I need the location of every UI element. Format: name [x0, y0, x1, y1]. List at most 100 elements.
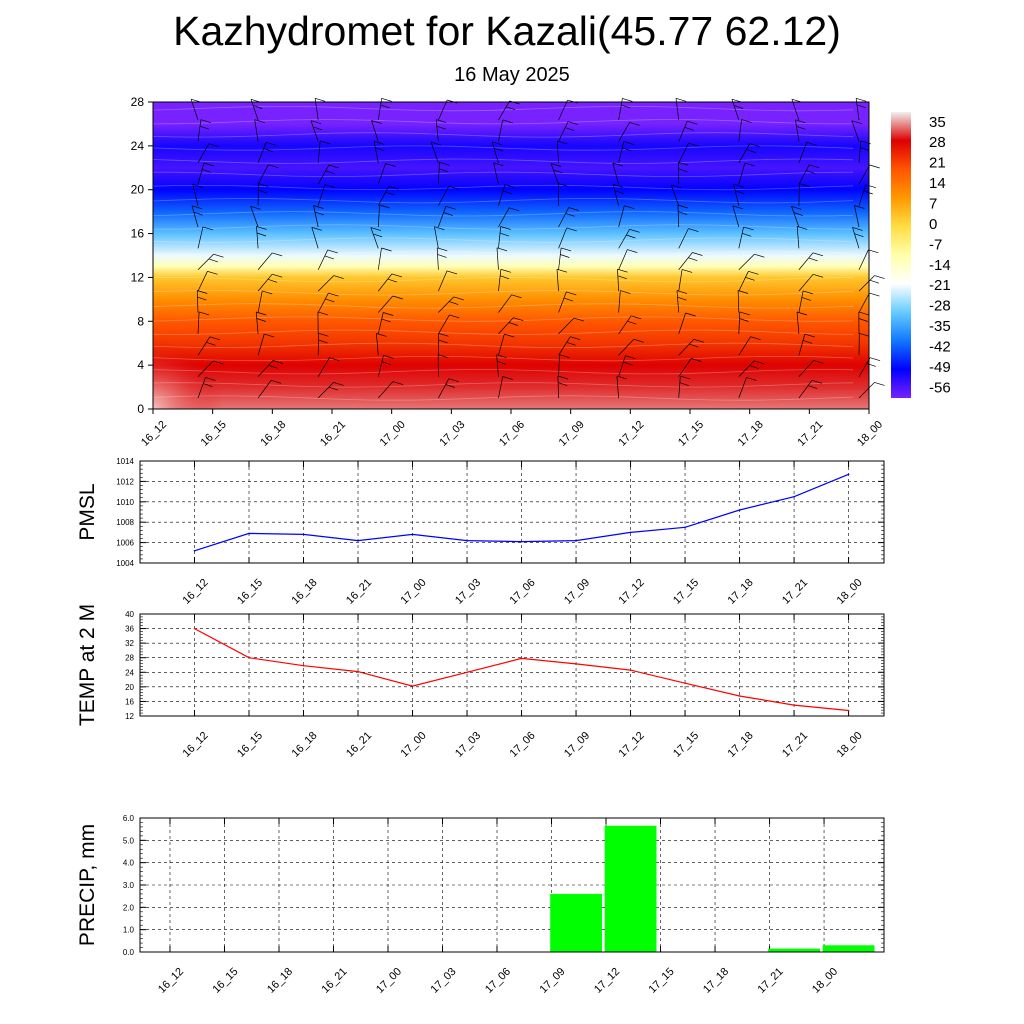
temp-panel: 12 16 20 24 28 32 36 40 16_12 16_15 16_18 16_21 17_0…	[76, 604, 885, 760]
wind-barb-flag	[854, 205, 865, 209]
wind-barb	[738, 253, 765, 271]
wind-barb-flag	[502, 376, 513, 380]
wind-barb	[376, 333, 387, 356]
wind-barb-flag	[252, 105, 263, 109]
data-point	[357, 670, 359, 673]
y-tick-label: 8	[137, 314, 144, 328]
wind-barb-staff	[378, 381, 394, 399]
wind-barb-flag	[385, 163, 396, 167]
wind-barb	[498, 376, 513, 399]
wind-barb	[732, 205, 743, 228]
cross-section-field	[153, 102, 869, 409]
wind-barb	[197, 336, 221, 356]
wind-barb	[377, 163, 396, 185]
wind-barb-flag	[310, 120, 322, 125]
wind-barb-flag	[256, 232, 267, 237]
x-tick-label: 18_00	[855, 419, 885, 449]
wind-barb-staff	[377, 355, 384, 377]
x-tick-label: 16_21	[344, 730, 374, 760]
wind-barb-staff	[858, 140, 862, 163]
wind-barb	[798, 183, 810, 206]
wind-barb-staff	[618, 229, 630, 249]
y-tick-label: 16	[125, 697, 134, 706]
wind-barb-staff	[197, 119, 202, 142]
wind-barb-staff	[852, 227, 860, 249]
wind-barb-staff	[798, 334, 806, 356]
wind-barb-staff	[617, 269, 619, 292]
y-tick-label: 1004	[116, 559, 134, 568]
wind-barb	[317, 275, 344, 292]
y-tick-label: 32	[125, 639, 134, 648]
wind-barb-flag	[511, 294, 522, 299]
wind-barb-staff	[557, 375, 559, 399]
wind-barb-staff	[791, 99, 800, 121]
wind-barb-flag	[791, 205, 802, 210]
wind-barb-flag	[392, 381, 404, 385]
wind-barb-flag	[446, 270, 458, 275]
wind-barb	[854, 205, 865, 228]
wind-barb-staff	[738, 143, 751, 164]
wind-barb-flag	[435, 119, 447, 123]
wind-barb-staff	[498, 294, 512, 313]
data-point	[520, 540, 523, 543]
wind-barb-staff	[851, 120, 860, 142]
wind-barb-flag	[317, 311, 329, 316]
precip-panel: 0.0 1.0 2.0 3.0 4.0 5.0 6.0 16_12 16_15 16_18 16_2…	[76, 814, 885, 996]
x-tick-label: 17_15	[671, 730, 701, 760]
wind-barb-flag	[629, 122, 640, 126]
wind-barb-staff	[377, 204, 380, 228]
wind-barb	[257, 183, 269, 206]
precip-bar	[822, 945, 875, 952]
wind-barb-staff	[498, 100, 510, 121]
wind-barb-flag	[750, 336, 761, 341]
wind-barb-flag	[264, 333, 275, 338]
wind-barb-flag	[627, 249, 638, 253]
wind-barb-staff	[255, 311, 259, 334]
wind-barb-staff	[798, 290, 804, 313]
wind-barb-staff	[858, 164, 871, 185]
wind-barb-flag	[563, 297, 574, 302]
wind-barb-staff	[434, 226, 439, 249]
wind-barb-staff	[678, 228, 689, 249]
wind-barb	[311, 226, 322, 249]
wind-barb-flag	[311, 226, 322, 231]
wind-barb	[498, 317, 524, 335]
wind-barb-staff	[257, 142, 267, 163]
wind-barb-staff	[858, 357, 871, 377]
data-point	[684, 526, 686, 529]
cross-section-panel: 0 4 8 12 16 20 24 28 16_12 16_15 16_18 16_21 17_00 17…	[131, 95, 885, 449]
wind-barb-flag	[856, 104, 867, 109]
wind-barb-flag	[671, 184, 682, 189]
x-tick-label: 16_18	[290, 730, 320, 760]
contour-line	[152, 263, 854, 270]
wind-barb-flag	[191, 205, 203, 210]
x-tick-label: 17_03	[453, 730, 483, 760]
wind-barb	[493, 162, 504, 185]
wind-barb-staff	[550, 163, 559, 185]
x-tick-label: 16_21	[319, 966, 349, 996]
wind-barb	[558, 121, 579, 142]
contour-line	[152, 119, 853, 125]
wind-barb-flag	[328, 386, 339, 391]
wind-barb-flag	[250, 205, 261, 210]
data-point	[302, 533, 305, 536]
wind-barb-staff	[798, 142, 808, 163]
y-tick-label: 24	[131, 139, 145, 153]
wind-barb-flag	[627, 320, 637, 325]
wind-barb-flag	[748, 270, 759, 275]
wind-barb-staff	[493, 162, 499, 185]
wind-barb	[798, 290, 814, 313]
wind-barb-staff	[257, 360, 274, 377]
wind-barb	[370, 227, 383, 249]
wind-barb-staff	[738, 271, 749, 292]
wind-barb-staff	[677, 204, 680, 228]
wind-barb-staff	[250, 206, 259, 228]
wind-barb-staff	[438, 99, 448, 121]
wind-barb-staff	[491, 141, 499, 163]
colorbar-label: -56	[929, 379, 951, 396]
wind-barb-flag	[733, 105, 744, 109]
wind-barb-staff	[498, 119, 504, 142]
x-tick-label: 16_21	[344, 577, 374, 607]
x-tick-label: 16_12	[139, 419, 169, 449]
